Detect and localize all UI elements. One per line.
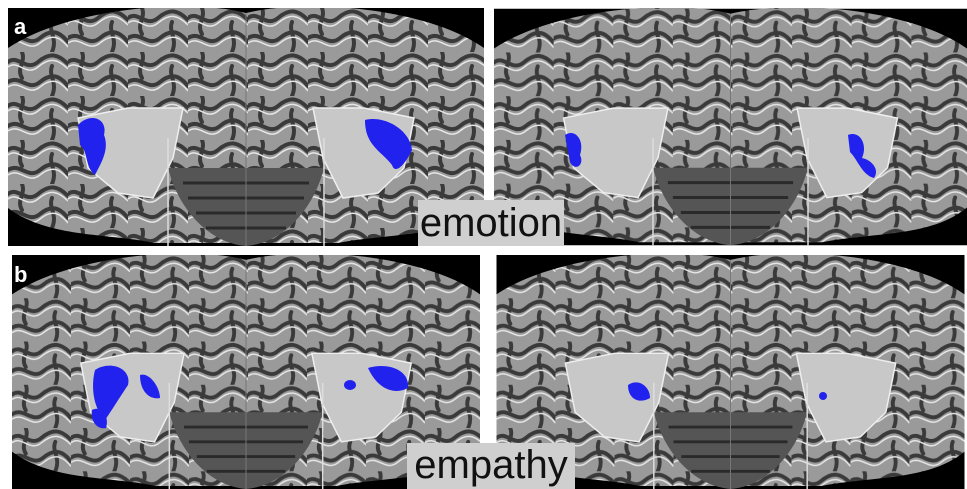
panel-label: b — [14, 262, 27, 287]
caption: empathy — [414, 443, 567, 487]
panel-a-right — [494, 7, 967, 245]
caption: emotion — [420, 201, 562, 245]
panel-a-left — [8, 6, 484, 246]
panel-label: a — [14, 14, 27, 39]
figure: a b emotion empathy — [0, 0, 967, 489]
